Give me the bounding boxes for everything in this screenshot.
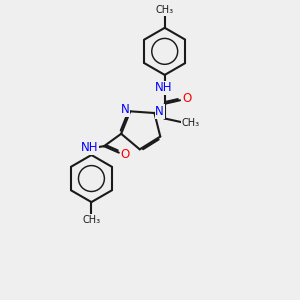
Text: NH: NH [154,81,172,94]
Text: CH₃: CH₃ [181,118,200,128]
Text: O: O [182,92,191,105]
Text: N: N [155,105,164,118]
Text: CH₃: CH₃ [156,5,174,15]
Text: O: O [121,148,130,161]
Text: N: N [121,103,129,116]
Text: NH: NH [81,141,99,154]
Text: CH₃: CH₃ [82,215,100,225]
